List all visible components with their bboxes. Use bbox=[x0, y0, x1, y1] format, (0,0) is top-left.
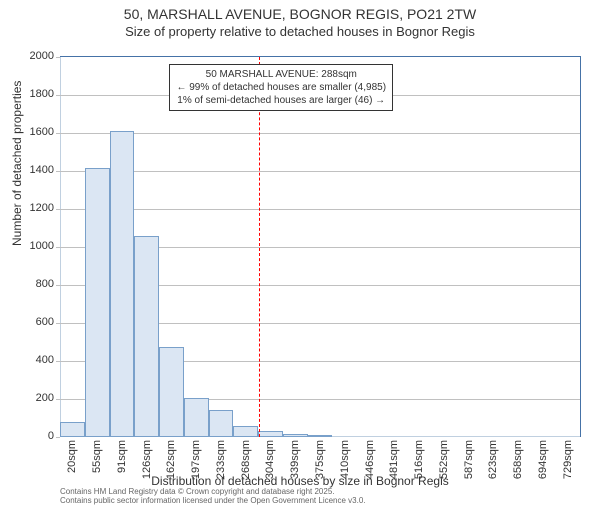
histogram-bar bbox=[308, 435, 333, 437]
histogram-bar bbox=[258, 431, 283, 437]
x-tick-label: 587sqm bbox=[463, 440, 475, 479]
x-tick-label: 233sqm bbox=[215, 440, 227, 479]
annotation-line2: ← 99% of detached houses are smaller (4,… bbox=[176, 81, 386, 94]
x-tick-label: 446sqm bbox=[364, 440, 376, 479]
y-tick-label: 1600 bbox=[14, 126, 54, 138]
x-tick-label: 339sqm bbox=[289, 440, 301, 479]
y-tick-mark bbox=[56, 361, 60, 362]
annotation-line1: 50 MARSHALL AVENUE: 288sqm bbox=[176, 68, 386, 81]
histogram-bar bbox=[233, 426, 258, 437]
y-tick-mark bbox=[56, 57, 60, 58]
y-tick-label: 1800 bbox=[14, 88, 54, 100]
annotation-line3: 1% of semi-detached houses are larger (4… bbox=[176, 94, 386, 107]
chart-subtitle: Size of property relative to detached ho… bbox=[0, 24, 600, 39]
y-tick-mark bbox=[56, 171, 60, 172]
x-tick-label: 375sqm bbox=[314, 440, 326, 479]
credits-line2: Contains public sector information licen… bbox=[60, 497, 366, 506]
y-tick-label: 800 bbox=[14, 278, 54, 290]
gridline bbox=[60, 133, 580, 134]
y-tick-label: 200 bbox=[14, 392, 54, 404]
x-tick-label: 162sqm bbox=[165, 440, 177, 479]
x-tick-label: 516sqm bbox=[413, 440, 425, 479]
y-tick-mark bbox=[56, 133, 60, 134]
x-tick-label: 55sqm bbox=[91, 440, 103, 473]
histogram-bar bbox=[159, 347, 184, 437]
y-tick-label: 600 bbox=[14, 316, 54, 328]
y-tick-label: 1000 bbox=[14, 240, 54, 252]
histogram-bar bbox=[60, 422, 85, 437]
x-tick-label: 268sqm bbox=[240, 440, 252, 479]
y-tick-label: 2000 bbox=[14, 50, 54, 62]
credits: Contains HM Land Registry data © Crown c… bbox=[60, 488, 366, 506]
y-tick-mark bbox=[56, 323, 60, 324]
y-tick-mark bbox=[56, 285, 60, 286]
y-tick-label: 1200 bbox=[14, 202, 54, 214]
y-tick-label: 1400 bbox=[14, 164, 54, 176]
x-tick-label: 197sqm bbox=[190, 440, 202, 479]
y-tick-mark bbox=[56, 437, 60, 438]
histogram-bar bbox=[85, 168, 110, 437]
gridline bbox=[60, 209, 580, 210]
x-tick-label: 20sqm bbox=[66, 440, 78, 473]
x-tick-label: 658sqm bbox=[512, 440, 524, 479]
x-tick-label: 552sqm bbox=[438, 440, 450, 479]
chart-title: 50, MARSHALL AVENUE, BOGNOR REGIS, PO21 … bbox=[0, 6, 600, 22]
y-tick-label: 400 bbox=[14, 354, 54, 366]
histogram-bar bbox=[184, 398, 209, 437]
x-tick-label: 694sqm bbox=[537, 440, 549, 479]
x-tick-label: 729sqm bbox=[562, 440, 574, 479]
y-tick-mark bbox=[56, 399, 60, 400]
x-tick-label: 623sqm bbox=[487, 440, 499, 479]
histogram-bar bbox=[283, 434, 308, 437]
x-tick-label: 481sqm bbox=[388, 440, 400, 479]
gridline bbox=[60, 171, 580, 172]
y-tick-mark bbox=[56, 95, 60, 96]
plot-region bbox=[60, 56, 581, 437]
x-tick-label: 410sqm bbox=[339, 440, 351, 479]
chart-plot-area bbox=[60, 56, 580, 436]
y-tick-label: 0 bbox=[14, 430, 54, 442]
histogram-bar bbox=[209, 410, 234, 437]
histogram-bar bbox=[110, 131, 135, 437]
histogram-bar bbox=[134, 236, 159, 437]
x-tick-label: 126sqm bbox=[141, 440, 153, 479]
annotation-box: 50 MARSHALL AVENUE: 288sqm← 99% of detac… bbox=[169, 64, 393, 111]
y-tick-mark bbox=[56, 209, 60, 210]
y-tick-mark bbox=[56, 247, 60, 248]
reference-line bbox=[259, 57, 260, 437]
x-tick-label: 304sqm bbox=[264, 440, 276, 479]
x-tick-label: 91sqm bbox=[116, 440, 128, 473]
